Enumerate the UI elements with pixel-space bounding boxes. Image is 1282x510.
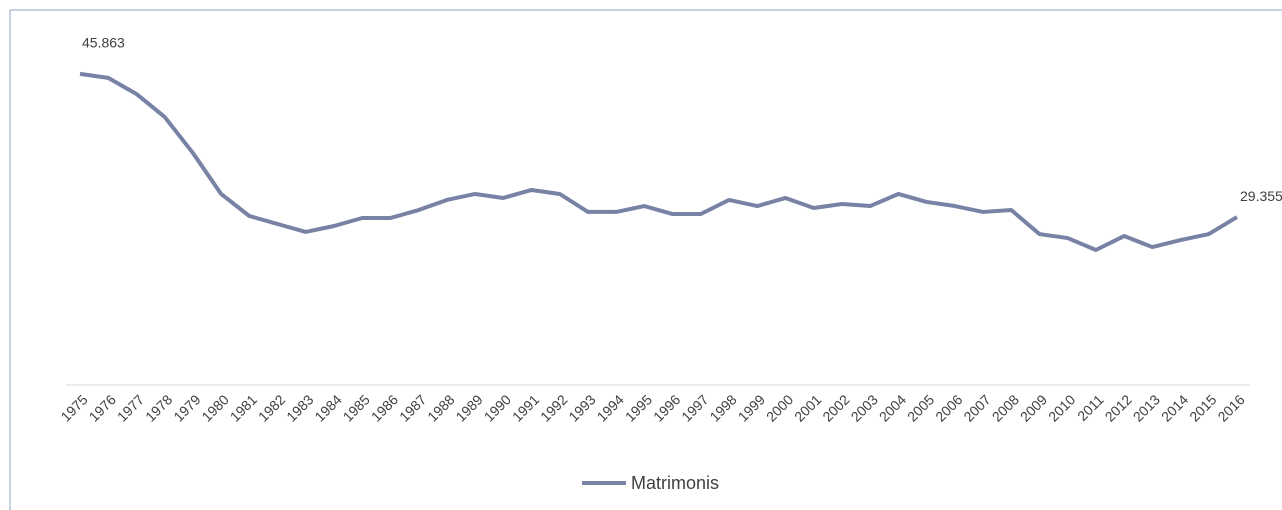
x-tick-label: 2015 [1186,391,1219,424]
x-tick-label: 2011 [1074,391,1107,424]
x-tick-label: 1999 [735,391,768,424]
x-tick-label: 1998 [706,391,739,424]
x-tick-label: 1981 [227,391,260,424]
x-tick-label: 1987 [396,391,429,424]
data-label: 29.355 [1240,188,1282,204]
x-tick-label: 2009 [1017,391,1050,424]
x-tick-label: 1992 [537,391,570,424]
x-tick-label: 1990 [481,391,514,424]
x-tick-label: 1994 [594,391,627,424]
x-tick-label: 1979 [170,391,203,424]
x-tick-label: 2006 [932,391,965,424]
x-tick-label: 2001 [791,391,824,424]
series-line [79,71,1239,253]
x-tick-label: 2000 [763,391,796,424]
x-tick-label: 1980 [198,391,231,424]
x-tick-label: 2004 [876,391,909,424]
x-tick-label: 2013 [1130,391,1163,424]
x-tick-label: 1995 [622,391,655,424]
x-tick-label: 2012 [1102,391,1135,424]
x-tick-label: 1983 [283,391,316,424]
x-tick-label: 1993 [565,391,598,424]
x-tick-label: 2010 [1045,391,1078,424]
x-tick-label: 1984 [311,391,344,424]
x-tick-label: 1976 [86,391,119,424]
legend-label: Matrimonis [631,473,719,493]
x-tick-label: 1988 [424,391,457,424]
x-tick-label: 1978 [142,391,175,424]
x-tick-label: 2002 [819,391,852,424]
x-tick-label: 2016 [1214,391,1247,424]
x-tick-label: 1997 [678,391,711,424]
x-tick-label: 1977 [114,391,147,424]
x-tick-label: 1989 [452,391,485,424]
x-tick-label: 2005 [904,391,937,424]
x-tick-label: 2014 [1158,391,1191,424]
x-tick-label: 2008 [989,391,1022,424]
x-tick-label: 1996 [650,391,683,424]
x-tick-label: 2003 [848,391,881,424]
x-tick-label: 1982 [255,391,288,424]
x-tick-label: 2007 [960,391,993,424]
data-label: 45.863 [82,35,125,51]
x-tick-label: 1986 [368,391,401,424]
x-tick-label: 1985 [340,391,373,424]
x-tick-label: 1975 [57,391,90,424]
x-tick-label: 1991 [509,391,542,424]
